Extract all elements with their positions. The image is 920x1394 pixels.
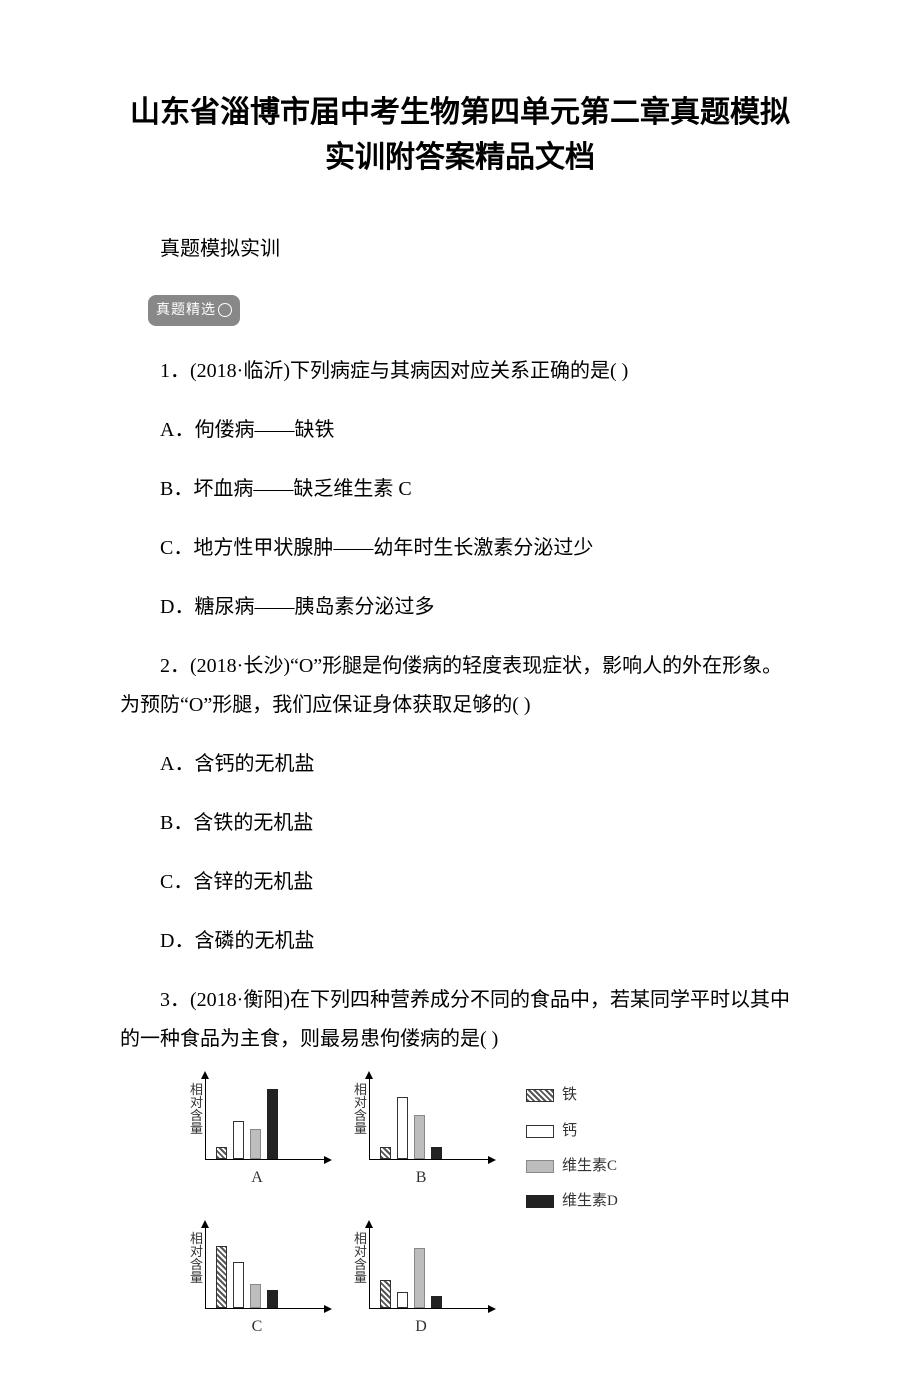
q2-option-d: D．含磷的无机盐 xyxy=(120,922,800,961)
legend-vd: 维生素D xyxy=(526,1187,618,1216)
q1-option-a: A．佝偻病——缺铁 xyxy=(120,411,800,450)
badge-real-questions: 真题精选 xyxy=(148,295,240,326)
badge-circle-icon xyxy=(218,303,232,317)
bar-d-vc xyxy=(414,1248,425,1308)
bar-d-vd xyxy=(431,1296,442,1308)
q2-stem: 2．(2018·长沙)“O”形腿是佝偻病的轻度表现症状，影响人的外在形象。为预防… xyxy=(120,647,800,725)
ylabel-d: 相对含量 xyxy=(354,1232,367,1284)
chart-panel-c: 相对含量 C xyxy=(190,1228,324,1342)
q3-charts: 相对含量 A 相对含量 xyxy=(190,1079,800,1342)
plot-a xyxy=(205,1079,324,1160)
bar-d-fe xyxy=(380,1280,391,1308)
plot-b xyxy=(369,1079,488,1160)
chart-panel-d: 相对含量 D xyxy=(354,1228,488,1342)
bar-b-fe xyxy=(380,1147,391,1159)
ylabel-c: 相对含量 xyxy=(190,1232,203,1284)
bar-b-vc xyxy=(414,1115,425,1159)
bar-b-vd xyxy=(431,1147,442,1159)
legend-fe: 铁 xyxy=(526,1081,618,1110)
q1-option-b: B．坏血病——缺乏维生素 C xyxy=(120,470,800,509)
q2-option-c: C．含锌的无机盐 xyxy=(120,863,800,902)
bar-a-vd xyxy=(267,1089,278,1159)
bar-a-vc xyxy=(250,1129,261,1159)
q2-option-a: A．含钙的无机盐 xyxy=(120,745,800,784)
bar-c-vc xyxy=(250,1284,261,1308)
chart-legend: 铁 钙 维生素C 维生素D xyxy=(526,1081,618,1216)
bar-a-fe xyxy=(216,1147,227,1159)
bar-d-ca xyxy=(397,1292,408,1308)
legend-vc: 维生素C xyxy=(526,1152,618,1181)
q1-option-c: C．地方性甲状腺肿——幼年时生长激素分泌过少 xyxy=(120,529,800,568)
bar-c-ca xyxy=(233,1262,244,1308)
chart-panel-a: 相对含量 A xyxy=(190,1079,324,1193)
q3-stem: 3．(2018·衡阳)在下列四种营养成分不同的食品中，若某同学平时以其中的一种食… xyxy=(120,981,800,1059)
plot-c xyxy=(205,1228,324,1309)
q1-stem: 1．(2018·临沂)下列病症与其病因对应关系正确的是( ) xyxy=(120,352,800,391)
bar-c-fe xyxy=(216,1246,227,1308)
badge-text: 真题精选 xyxy=(156,303,216,318)
panel-label-a: A xyxy=(251,1162,263,1193)
bar-c-vd xyxy=(267,1290,278,1308)
section-heading: 真题模拟实训 xyxy=(120,230,800,269)
bar-a-ca xyxy=(233,1121,244,1159)
bar-b-ca xyxy=(397,1097,408,1159)
panel-label-c: C xyxy=(252,1311,263,1342)
q2-option-b: B．含铁的无机盐 xyxy=(120,804,800,843)
legend-ca: 钙 xyxy=(526,1117,618,1146)
q1-option-d: D．糖尿病——胰岛素分泌过多 xyxy=(120,588,800,627)
panel-label-d: D xyxy=(415,1311,427,1342)
ylabel-a: 相对含量 xyxy=(190,1083,203,1135)
ylabel-b: 相对含量 xyxy=(354,1083,367,1135)
panel-label-b: B xyxy=(416,1162,427,1193)
page-title: 山东省淄博市届中考生物第四单元第二章真题模拟实训附答案精品文档 xyxy=(120,90,800,180)
plot-d xyxy=(369,1228,488,1309)
chart-panel-b: 相对含量 B xyxy=(354,1079,488,1193)
